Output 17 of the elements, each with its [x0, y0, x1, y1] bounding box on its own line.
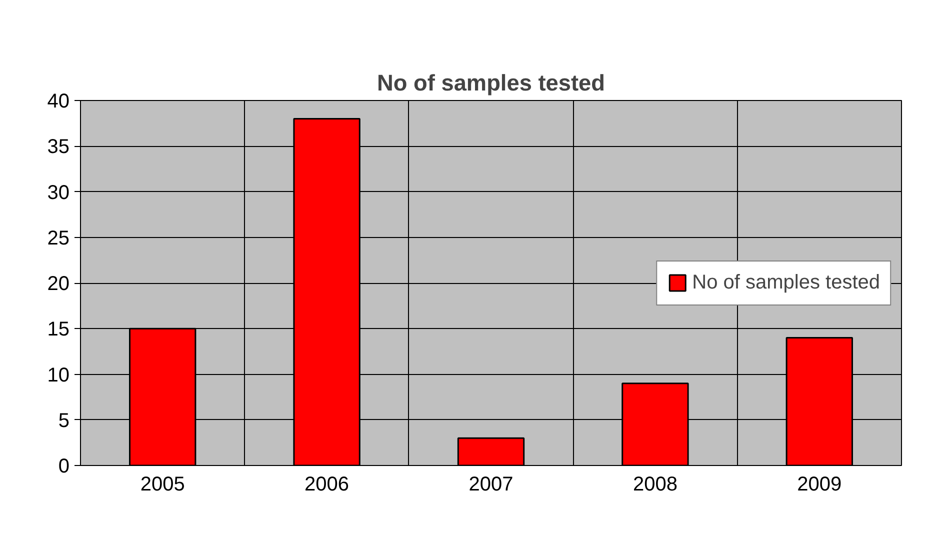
legend-label: No of samples tested [692, 271, 880, 294]
y-tick-label: 10 [47, 364, 70, 386]
y-tick-label: 20 [47, 273, 70, 295]
x-tick-label: 2005 [140, 474, 185, 496]
x-tick-label: 2009 [797, 474, 842, 496]
y-tick-label: 0 [58, 456, 70, 478]
y-tick-label: 5 [58, 410, 70, 432]
x-tick-label: 2006 [304, 474, 350, 496]
chart-title: No of samples tested [377, 70, 605, 96]
y-tick-label: 25 [47, 227, 70, 250]
y-tick-label: 30 [47, 182, 70, 204]
y-tick-label: 35 [47, 136, 70, 158]
x-tick-label: 2007 [468, 474, 514, 496]
x-tick-label: 2008 [632, 474, 678, 496]
bar [457, 437, 525, 466]
y-tick-label: 40 [47, 90, 70, 112]
y-tick-label: 15 [47, 318, 70, 341]
